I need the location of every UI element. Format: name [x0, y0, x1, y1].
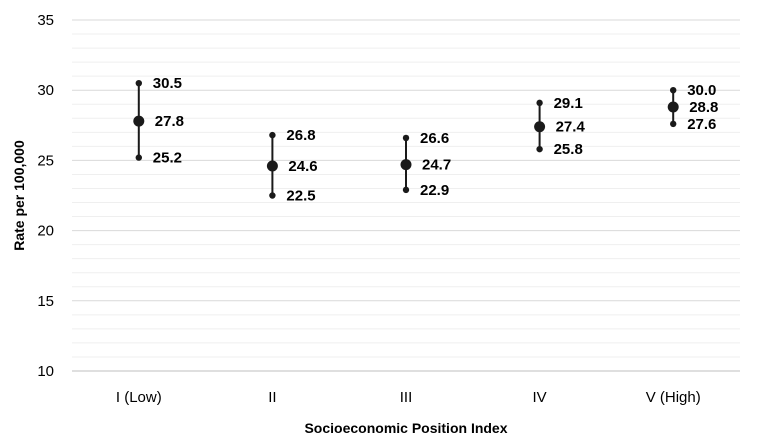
category-marks: 30.028.827.6	[667, 82, 718, 133]
lower-data-label: 22.9	[420, 182, 449, 199]
lower-bound-point	[269, 192, 276, 199]
lower-data-label: 25.8	[554, 141, 583, 158]
category-marks: 26.6 24.7 22.9	[400, 130, 451, 199]
estimate-data-label: 27.4	[556, 119, 586, 136]
upper-data-label: 26.8	[286, 127, 315, 144]
y-tick-label: 35	[37, 12, 54, 29]
upper-bound-point	[670, 87, 677, 94]
estimate-data-label: 27.8	[155, 113, 184, 130]
lower-bound-point	[670, 120, 677, 128]
y-axis-tick-labels: 10 15 20 25 30 35	[37, 12, 54, 380]
upper-bound-point	[135, 79, 142, 87]
estimate-data-label: 24.7	[422, 157, 451, 174]
estimate-point	[667, 101, 679, 113]
x-tick-label: V (High)	[646, 389, 701, 406]
upper-data-label: 30.0	[687, 82, 716, 99]
y-tick-label: 25	[37, 152, 54, 169]
upper-data-label: 29.1	[554, 95, 583, 112]
y-tick-label: 20	[37, 223, 54, 240]
x-axis-tick-labels: I (Low) II III IV V (High)	[116, 389, 701, 406]
category-marks: 26.8 24.6 22.5	[266, 127, 318, 205]
data-marks: 30.5 27.8 25.2 26.8 24.6 22.5 26.6 24.7 22.9 29.1…	[133, 75, 718, 205]
upper-bound-point	[402, 134, 410, 142]
upper-data-label: 26.6	[420, 130, 449, 147]
category-marks: 29.1 27.4 25.8	[534, 95, 585, 158]
estimate-point	[400, 159, 412, 171]
estimate-point	[266, 160, 278, 172]
upper-data-label: 30.5	[153, 75, 182, 92]
y-tick-label: 10	[37, 363, 54, 380]
lower-bound-point	[135, 154, 142, 161]
x-tick-label: I (Low)	[116, 389, 162, 406]
estimate-point	[534, 121, 546, 133]
upper-bound-point	[269, 131, 276, 139]
lower-bound-point	[402, 186, 410, 194]
lower-data-label: 25.2	[153, 150, 182, 167]
y-axis-title: Rate per 100,000	[11, 140, 27, 251]
x-tick-label: IV	[533, 389, 547, 406]
upper-bound-point	[536, 99, 543, 107]
x-tick-label: III	[400, 389, 413, 406]
category-marks: 30.5 27.8 25.2	[133, 75, 184, 167]
estimate-data-label: 28.8	[689, 99, 718, 116]
lower-bound-point	[536, 145, 543, 153]
x-tick-label: II	[268, 389, 276, 406]
estimate-point	[133, 115, 145, 127]
lower-data-label: 22.5	[286, 188, 315, 205]
estimate-data-label: 24.6	[288, 158, 317, 175]
x-axis-title: Socioeconomic Position Index	[304, 420, 507, 436]
y-tick-label: 15	[37, 293, 54, 310]
y-tick-label: 30	[37, 82, 54, 99]
lower-data-label: 27.6	[687, 116, 716, 133]
